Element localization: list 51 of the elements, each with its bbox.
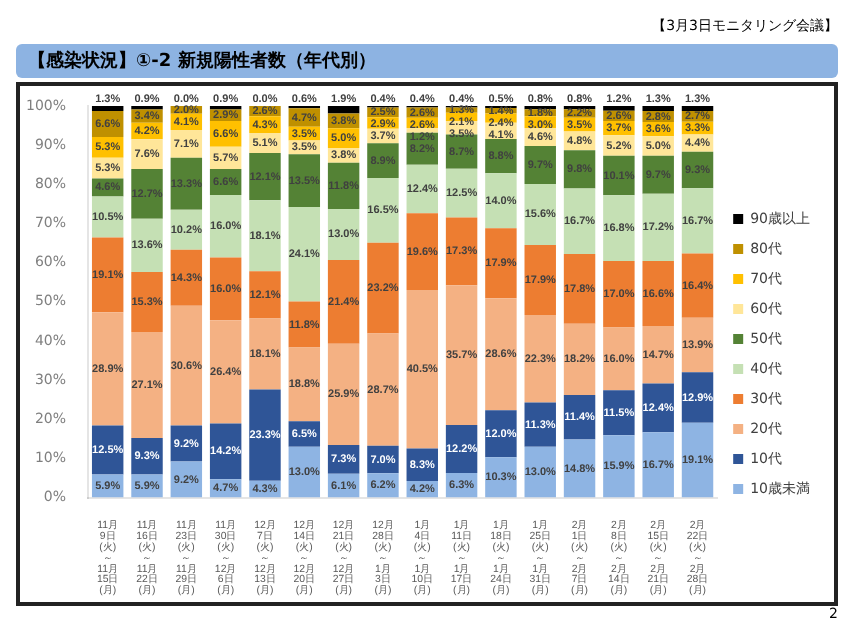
bar: [91, 106, 124, 112]
bar: [642, 106, 674, 112]
bar: [563, 188, 596, 255]
bar: [367, 242, 399, 334]
bar: [642, 326, 674, 384]
bar: [367, 333, 399, 446]
bar: [406, 127, 438, 133]
bar: [642, 193, 674, 262]
bar: [209, 194, 242, 258]
bar: [367, 178, 399, 243]
bar: [603, 195, 635, 262]
bar: [249, 271, 281, 319]
bar: [563, 254, 596, 324]
bar: [406, 213, 438, 291]
bar: [524, 315, 556, 403]
bar: [603, 261, 635, 328]
bar: [91, 237, 124, 313]
bar: [485, 298, 517, 411]
bar: [603, 327, 635, 391]
bar: [131, 169, 163, 219]
bar: [681, 422, 714, 498]
bar: [288, 207, 321, 302]
bar: [485, 173, 517, 229]
chart-title: 【感染状況】①-2 新規陽性者数（年代別）: [16, 44, 838, 78]
bar: [485, 228, 517, 299]
bar: [131, 272, 163, 332]
bar: [170, 305, 203, 426]
bar: [642, 261, 674, 327]
bar: [485, 410, 517, 458]
bar: [563, 323, 596, 395]
bar: [406, 290, 438, 449]
bar: [327, 343, 360, 446]
bar: [327, 106, 360, 114]
bar: [91, 312, 124, 426]
bar: [327, 259, 360, 344]
bar: [445, 285, 478, 426]
bar: [249, 389, 281, 481]
bar: [603, 390, 635, 436]
bar: [642, 432, 674, 498]
bar: [524, 245, 556, 316]
bar: [681, 188, 714, 254]
bar: [603, 435, 635, 498]
bar: [288, 347, 321, 422]
bar: [249, 318, 281, 390]
bar: [131, 218, 163, 273]
bar: [642, 155, 674, 194]
bar: [681, 106, 714, 112]
bar: [249, 200, 281, 272]
bar: [131, 331, 163, 439]
bar: [445, 217, 478, 286]
bar: [209, 320, 242, 424]
